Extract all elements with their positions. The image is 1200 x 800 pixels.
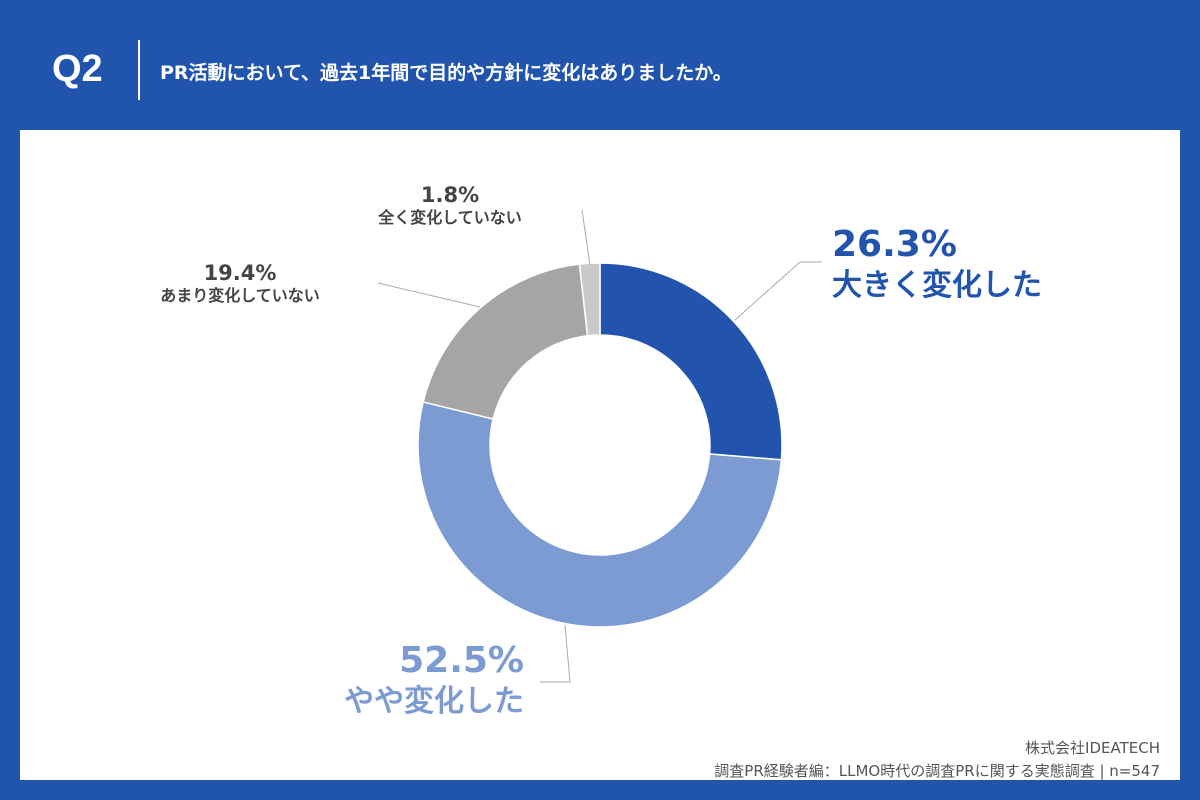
- company-name: 株式会社IDEATECH: [1025, 739, 1160, 757]
- question-number: Q2: [52, 48, 103, 90]
- donut-slice: [599, 262, 783, 461]
- category-label: あまり変化していない: [160, 286, 320, 306]
- header-divider: [138, 40, 140, 100]
- category-label: 全く変化していない: [378, 208, 522, 228]
- label-large-change: 26.3% 大きく変化した: [832, 222, 1042, 305]
- label-little-change: 19.4% あまり変化していない: [110, 260, 370, 306]
- category-label: 大きく変化した: [832, 268, 1042, 303]
- value-label: 52.5%: [399, 640, 524, 681]
- value-label: 19.4%: [203, 261, 277, 285]
- survey-source: 調査PR経験者編：LLMO時代の調査PRに関する実態調査 | n=547: [714, 762, 1160, 780]
- chart-panel: [20, 130, 1180, 780]
- category-label: やや変化した: [344, 684, 524, 719]
- donut-slice: [417, 401, 783, 628]
- label-no-change: 1.8% 全く変化していない: [330, 182, 570, 228]
- leader-line: [734, 261, 822, 321]
- donut-slice: [578, 262, 601, 337]
- value-label: 1.8%: [420, 183, 480, 207]
- value-label: 26.3%: [832, 224, 957, 265]
- leader-line: [581, 209, 591, 266]
- donut-slice: [422, 263, 589, 420]
- question-title: PR活動において、過去1年間で目的や方針に変化はありましたか。: [160, 62, 732, 84]
- leader-line: [377, 282, 481, 308]
- leader-line: [540, 624, 571, 683]
- label-some-change: 52.5% やや変化した: [300, 638, 524, 721]
